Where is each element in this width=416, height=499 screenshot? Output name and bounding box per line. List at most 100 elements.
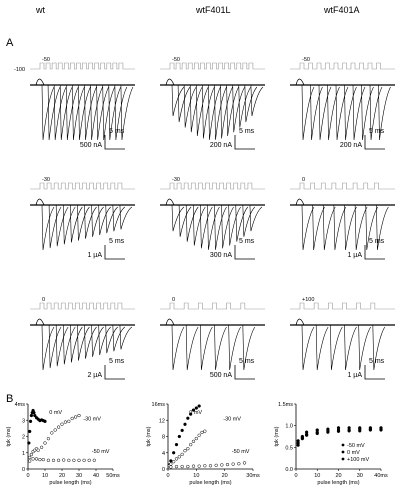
tail-current-trace <box>98 204 111 236</box>
column-title-wt: wt <box>35 5 45 15</box>
step-voltage-label: -50 <box>42 57 50 63</box>
data-point <box>296 443 300 447</box>
data-point <box>169 459 173 463</box>
tail-current-trace <box>378 84 391 141</box>
tail-current-trace <box>250 84 264 117</box>
series-annotation: 0 mV <box>49 410 62 416</box>
scale-bar <box>104 365 125 380</box>
data-point <box>177 434 181 439</box>
capacitive-transient <box>165 318 175 326</box>
data-point <box>197 433 201 437</box>
column-title-wtF401L: wtF401L <box>195 5 231 15</box>
current-scale-label: 2 µA <box>87 372 102 379</box>
data-point <box>183 422 187 426</box>
tail-current-trace <box>220 84 233 139</box>
scale-bar <box>364 365 385 380</box>
data-point <box>53 428 57 432</box>
data-point <box>62 458 66 462</box>
data-point <box>315 431 319 436</box>
tail-current-trace <box>312 204 325 251</box>
data-point <box>225 462 230 467</box>
data-point <box>200 430 204 435</box>
data-point <box>87 458 91 462</box>
tail-current-trace <box>62 204 76 245</box>
tail-current-trace <box>344 324 357 371</box>
tail-current-trace <box>228 324 241 371</box>
legend-label: -50 mV <box>347 443 365 449</box>
y-axis-label: tpk (ms) <box>6 426 12 446</box>
tail-current-trace <box>242 204 256 237</box>
tail-current-trace <box>62 324 76 365</box>
data-point <box>32 411 36 415</box>
series-annotation: -50 mV <box>92 449 110 455</box>
time-scale-label: 5 ms <box>109 128 125 135</box>
capacitive-transient <box>295 198 305 206</box>
data-point <box>186 447 190 451</box>
capacitive-transient <box>295 318 305 326</box>
capacitive-transient <box>35 318 45 326</box>
tail-current-trace <box>70 324 83 363</box>
tail-current-trace <box>47 84 61 141</box>
tail-current-trace <box>177 84 191 123</box>
data-point <box>28 429 32 434</box>
data-point <box>186 416 190 420</box>
data-point <box>43 441 47 445</box>
tail-current-trace <box>119 204 133 230</box>
tail-current-trace <box>202 84 215 139</box>
tail-current-trace <box>119 324 133 350</box>
y-axis-label: tpk (ms) <box>146 426 152 446</box>
scale-bar <box>234 135 255 150</box>
data-point <box>38 457 42 462</box>
tail-current-trace <box>183 84 197 128</box>
tail-current-trace <box>372 324 386 371</box>
data-point <box>72 458 76 462</box>
tail-current-trace <box>102 84 115 141</box>
capacitive-transient <box>35 78 45 86</box>
data-point <box>46 437 51 441</box>
data-point <box>183 449 187 453</box>
tail-current-trace <box>200 324 213 371</box>
data-point <box>73 415 78 419</box>
data-point <box>33 413 37 418</box>
time-scale-label: 5 ms <box>369 358 385 365</box>
data-point <box>169 462 173 466</box>
tail-current-trace <box>327 84 340 141</box>
step-voltage-label: -30 <box>172 177 180 183</box>
data-point <box>191 439 196 444</box>
x-tick-label: 50ms <box>106 473 120 479</box>
current-scale-label: 300 nA <box>210 252 233 259</box>
current-scale-label: 1 µA <box>87 252 102 259</box>
current-scale-label: 200 nA <box>340 142 363 149</box>
data-point <box>50 431 54 435</box>
scale-bar <box>364 245 385 260</box>
data-point <box>194 406 198 410</box>
tail-current-trace <box>78 84 91 141</box>
data-point <box>174 464 179 469</box>
capacitive-transient <box>35 198 45 206</box>
x-tick-label: 0 <box>294 473 297 479</box>
tail-current-trace <box>354 204 368 251</box>
tail-current-trace <box>226 84 239 136</box>
data-point <box>203 464 207 468</box>
x-tick-label: 30 <box>76 473 82 479</box>
tail-current-trace <box>91 204 104 237</box>
tail-current-trace <box>96 84 109 141</box>
data-point <box>237 462 241 466</box>
voltage-protocol <box>30 302 135 310</box>
step-voltage-label: 0 <box>302 177 305 183</box>
tail-current-trace <box>361 84 374 141</box>
data-point <box>92 458 96 462</box>
tail-current-trace <box>301 204 315 251</box>
y-tick-label: 16ms <box>152 402 166 408</box>
legend-marker <box>341 443 345 447</box>
data-point <box>326 430 330 434</box>
series-annotation: -30 mV <box>223 416 241 422</box>
legend-label: +100 mV <box>347 457 369 463</box>
current-scale-label: 1 µA <box>347 372 362 379</box>
tail-current-trace <box>91 324 104 357</box>
y-tick-label: 0 <box>162 467 165 473</box>
step-voltage-label: -30 <box>42 177 50 183</box>
data-point <box>203 429 207 433</box>
y-tick-label: 4ms <box>15 402 26 408</box>
